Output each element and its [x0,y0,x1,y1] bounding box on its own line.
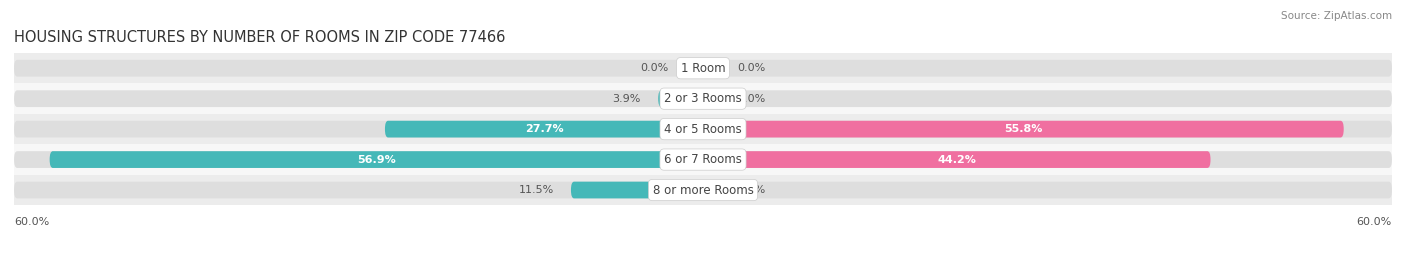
FancyBboxPatch shape [703,90,1392,107]
FancyBboxPatch shape [703,182,1392,199]
Text: 6 or 7 Rooms: 6 or 7 Rooms [664,153,742,166]
Bar [14,83,1392,114]
Text: 44.2%: 44.2% [938,155,976,165]
Text: 0.0%: 0.0% [738,63,766,73]
Text: 1 Room: 1 Room [681,62,725,75]
FancyBboxPatch shape [703,151,1392,168]
FancyBboxPatch shape [14,121,703,137]
FancyBboxPatch shape [703,121,1392,137]
FancyBboxPatch shape [686,60,703,77]
FancyBboxPatch shape [703,90,720,107]
FancyBboxPatch shape [703,121,1344,137]
Text: 0.0%: 0.0% [738,94,766,104]
Text: 27.7%: 27.7% [524,124,564,134]
Text: 11.5%: 11.5% [519,185,554,195]
Text: HOUSING STRUCTURES BY NUMBER OF ROOMS IN ZIP CODE 77466: HOUSING STRUCTURES BY NUMBER OF ROOMS IN… [14,30,505,45]
FancyBboxPatch shape [49,151,703,168]
Text: Source: ZipAtlas.com: Source: ZipAtlas.com [1281,11,1392,21]
Text: 3.9%: 3.9% [613,94,641,104]
Bar [14,144,1392,175]
Text: 56.9%: 56.9% [357,155,395,165]
FancyBboxPatch shape [14,151,703,168]
FancyBboxPatch shape [703,60,720,77]
Bar [14,175,1392,205]
Text: 4 or 5 Rooms: 4 or 5 Rooms [664,123,742,136]
Text: 55.8%: 55.8% [1004,124,1042,134]
Text: 0.0%: 0.0% [738,185,766,195]
Bar [14,114,1392,144]
FancyBboxPatch shape [703,60,1392,77]
FancyBboxPatch shape [658,90,703,107]
Text: 0.0%: 0.0% [640,63,669,73]
FancyBboxPatch shape [14,60,703,77]
Text: 60.0%: 60.0% [1357,217,1392,227]
Text: 2 or 3 Rooms: 2 or 3 Rooms [664,92,742,105]
Text: 8 or more Rooms: 8 or more Rooms [652,183,754,197]
FancyBboxPatch shape [703,182,720,199]
FancyBboxPatch shape [703,151,1211,168]
FancyBboxPatch shape [14,90,703,107]
FancyBboxPatch shape [571,182,703,199]
Bar [14,53,1392,83]
FancyBboxPatch shape [14,182,703,199]
Text: 60.0%: 60.0% [14,217,49,227]
FancyBboxPatch shape [385,121,703,137]
